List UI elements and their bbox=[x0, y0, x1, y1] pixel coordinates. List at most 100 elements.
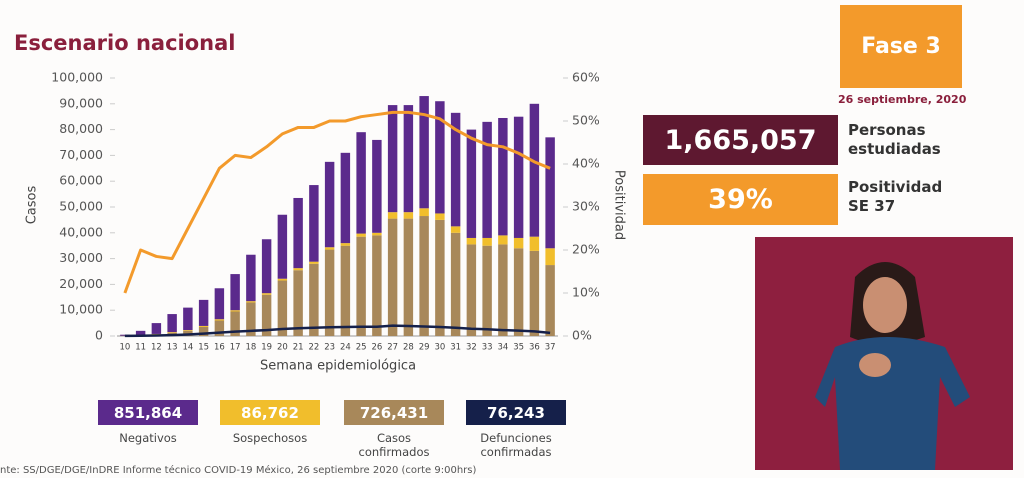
bar bbox=[340, 245, 351, 336]
bar bbox=[151, 333, 162, 335]
footer: nte: SS/DGE/DGE/InDRE Informe técnico CO… bbox=[0, 465, 477, 476]
y-tick-label: 90,000 bbox=[59, 95, 103, 110]
x-tick-label: 33 bbox=[482, 343, 493, 353]
bar bbox=[261, 294, 272, 336]
y-tick-label: 20,000 bbox=[59, 276, 103, 291]
y2-tick-label: 30% bbox=[572, 199, 600, 214]
y-tick-label: 30,000 bbox=[59, 250, 103, 265]
interpreter-video bbox=[755, 237, 1013, 470]
bar bbox=[246, 254, 256, 302]
bar bbox=[214, 288, 225, 320]
date: 26 septiembre, 2020 bbox=[838, 93, 967, 106]
bar bbox=[419, 208, 429, 217]
x-tick-label: 32 bbox=[466, 343, 477, 353]
bar bbox=[529, 250, 540, 336]
bar bbox=[246, 301, 256, 303]
bar bbox=[183, 330, 193, 331]
bar bbox=[529, 236, 540, 251]
bar bbox=[482, 121, 492, 238]
x-tick-label: 11 bbox=[135, 343, 146, 353]
y-tick-label: 100,000 bbox=[51, 70, 103, 85]
y-tick-label: 60,000 bbox=[59, 173, 103, 188]
x-tick-label: 10 bbox=[119, 343, 130, 353]
bar bbox=[372, 139, 382, 233]
y-tick-label: 0 bbox=[95, 328, 103, 343]
bar bbox=[513, 116, 524, 238]
body bbox=[815, 337, 970, 470]
bar bbox=[450, 112, 461, 227]
legend-total: 726,431 bbox=[344, 400, 444, 425]
x-tick-label: 29 bbox=[419, 343, 430, 353]
bar bbox=[324, 247, 335, 250]
bar bbox=[309, 185, 319, 262]
y2-tick-label: 20% bbox=[572, 242, 600, 257]
bar bbox=[214, 320, 225, 336]
bar bbox=[450, 226, 461, 233]
legend-label: Defunciones confirmadas bbox=[480, 431, 552, 459]
chart: Escenario nacional Semana epidemiológica… bbox=[14, 31, 627, 374]
legend-label: Sospechosos bbox=[232, 431, 308, 445]
x-tick-label: 27 bbox=[387, 343, 398, 353]
bar bbox=[324, 249, 335, 336]
bar bbox=[230, 311, 240, 336]
bar bbox=[498, 244, 508, 336]
bar bbox=[498, 235, 508, 245]
bar bbox=[403, 105, 414, 213]
bar bbox=[482, 237, 492, 246]
y2-tick-label: 0% bbox=[572, 328, 592, 343]
bar bbox=[498, 117, 508, 236]
bar bbox=[545, 248, 555, 266]
face bbox=[863, 277, 907, 333]
bar bbox=[293, 268, 303, 271]
x-tick-label: 36 bbox=[529, 343, 540, 353]
x-tick-label: 13 bbox=[167, 343, 178, 353]
x-tick-label: 17 bbox=[230, 343, 241, 353]
bar bbox=[482, 245, 492, 336]
bar bbox=[372, 235, 382, 336]
x-tick-label: 16 bbox=[214, 343, 225, 353]
bar bbox=[513, 237, 524, 249]
bar bbox=[387, 212, 398, 219]
bar bbox=[435, 213, 445, 220]
y2-axis-label: Positividad bbox=[612, 170, 627, 240]
bar bbox=[277, 278, 288, 281]
legend-label: Casos confirmados bbox=[358, 431, 430, 459]
chart-title: Escenario nacional bbox=[14, 31, 235, 55]
bar bbox=[198, 325, 209, 327]
x-tick-label: 37 bbox=[545, 343, 556, 353]
y-tick-label: 50,000 bbox=[59, 199, 103, 214]
x-tick-label: 35 bbox=[513, 343, 524, 353]
bar bbox=[230, 310, 240, 312]
bar bbox=[246, 302, 256, 336]
x-tick-label: 20 bbox=[277, 343, 288, 353]
line bbox=[124, 324, 551, 338]
x-tick-label: 15 bbox=[198, 343, 209, 353]
x-tick-label: 22 bbox=[308, 343, 319, 353]
line bbox=[123, 110, 551, 294]
y2-tick-label: 10% bbox=[572, 285, 600, 300]
bar bbox=[403, 212, 414, 219]
bar bbox=[198, 299, 209, 326]
x-tick-label: 28 bbox=[403, 343, 414, 353]
phase-badge: Fase 3 bbox=[840, 5, 962, 88]
bar bbox=[324, 161, 335, 248]
hands bbox=[859, 353, 891, 377]
studied-value: 1,665,057 bbox=[643, 115, 838, 165]
bar bbox=[151, 323, 162, 334]
bar bbox=[261, 293, 272, 295]
bar bbox=[261, 239, 272, 294]
bar bbox=[545, 265, 555, 336]
bar bbox=[419, 216, 429, 336]
y-tick-label: 10,000 bbox=[59, 302, 103, 317]
x-tick-label: 26 bbox=[371, 343, 382, 353]
bar bbox=[435, 101, 445, 214]
bar bbox=[293, 197, 303, 269]
bar bbox=[356, 236, 366, 336]
bar bbox=[277, 214, 288, 279]
bar bbox=[198, 326, 209, 336]
bar bbox=[230, 274, 240, 311]
x-tick-label: 19 bbox=[261, 343, 272, 353]
legend-total: 851,864 bbox=[98, 400, 198, 425]
bar bbox=[403, 218, 414, 336]
x-tick-label: 25 bbox=[356, 343, 367, 353]
